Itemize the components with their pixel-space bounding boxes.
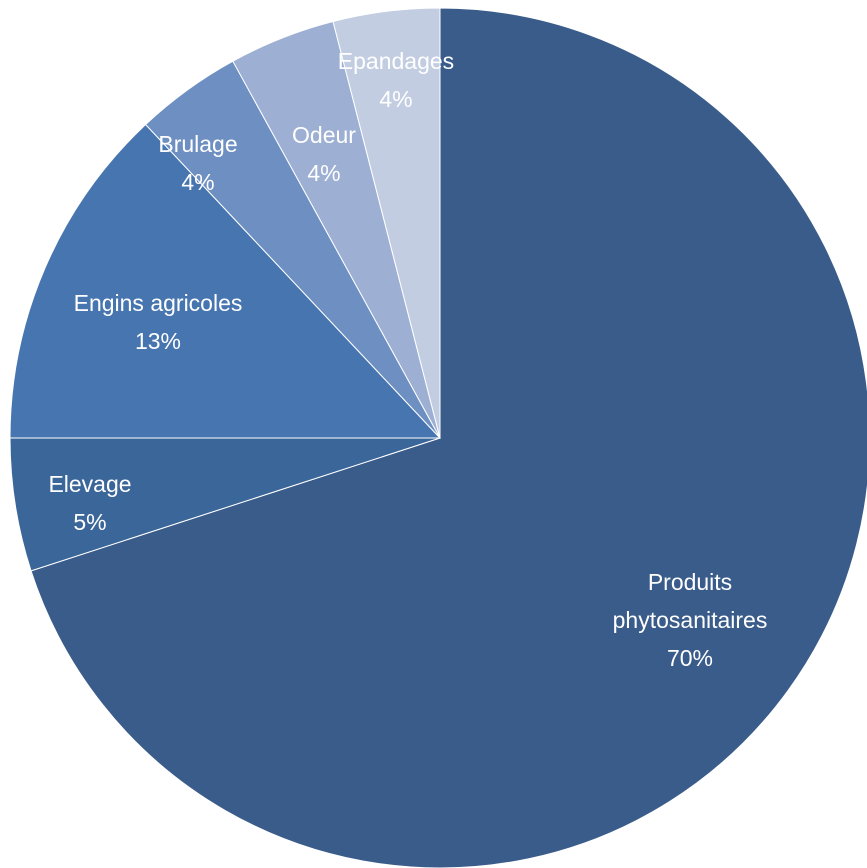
pie-slice (30, 7, 867, 868)
slice-name-label: Produits (648, 569, 732, 595)
pie-labels: Produits phytosanitaires 70% Elevage 5% Engin… (48, 48, 767, 671)
slice-name-label: Odeur (292, 122, 356, 148)
slice-label: Odeur 4% (292, 122, 356, 186)
slice-label: Produits phytosanitaires 70% (613, 569, 768, 671)
slice-label: Epandages 4% (338, 48, 454, 112)
pie-slice (9, 123, 442, 439)
slice-name-label: Epandages (338, 48, 454, 74)
slice-name-label: phytosanitaires (613, 607, 768, 633)
slice-value-label: 4% (181, 169, 214, 195)
slice-value-label: 5% (73, 509, 106, 535)
slice-name-label: Brulage (158, 131, 237, 157)
slice-value-label: 70% (667, 645, 713, 671)
slice-label: Elevage 5% (48, 471, 131, 535)
pie-slice (332, 7, 441, 439)
slice-label: Brulage 4% (158, 131, 237, 195)
slice-value-label: 13% (135, 328, 181, 354)
slice-name-label: Elevage (48, 471, 131, 497)
slice-value-label: 4% (307, 160, 340, 186)
pie-slices (9, 7, 867, 868)
slice-label: Engins agricoles 13% (74, 290, 243, 354)
slice-value-label: 4% (379, 86, 412, 112)
slice-name-label: Engins agricoles (74, 290, 243, 316)
